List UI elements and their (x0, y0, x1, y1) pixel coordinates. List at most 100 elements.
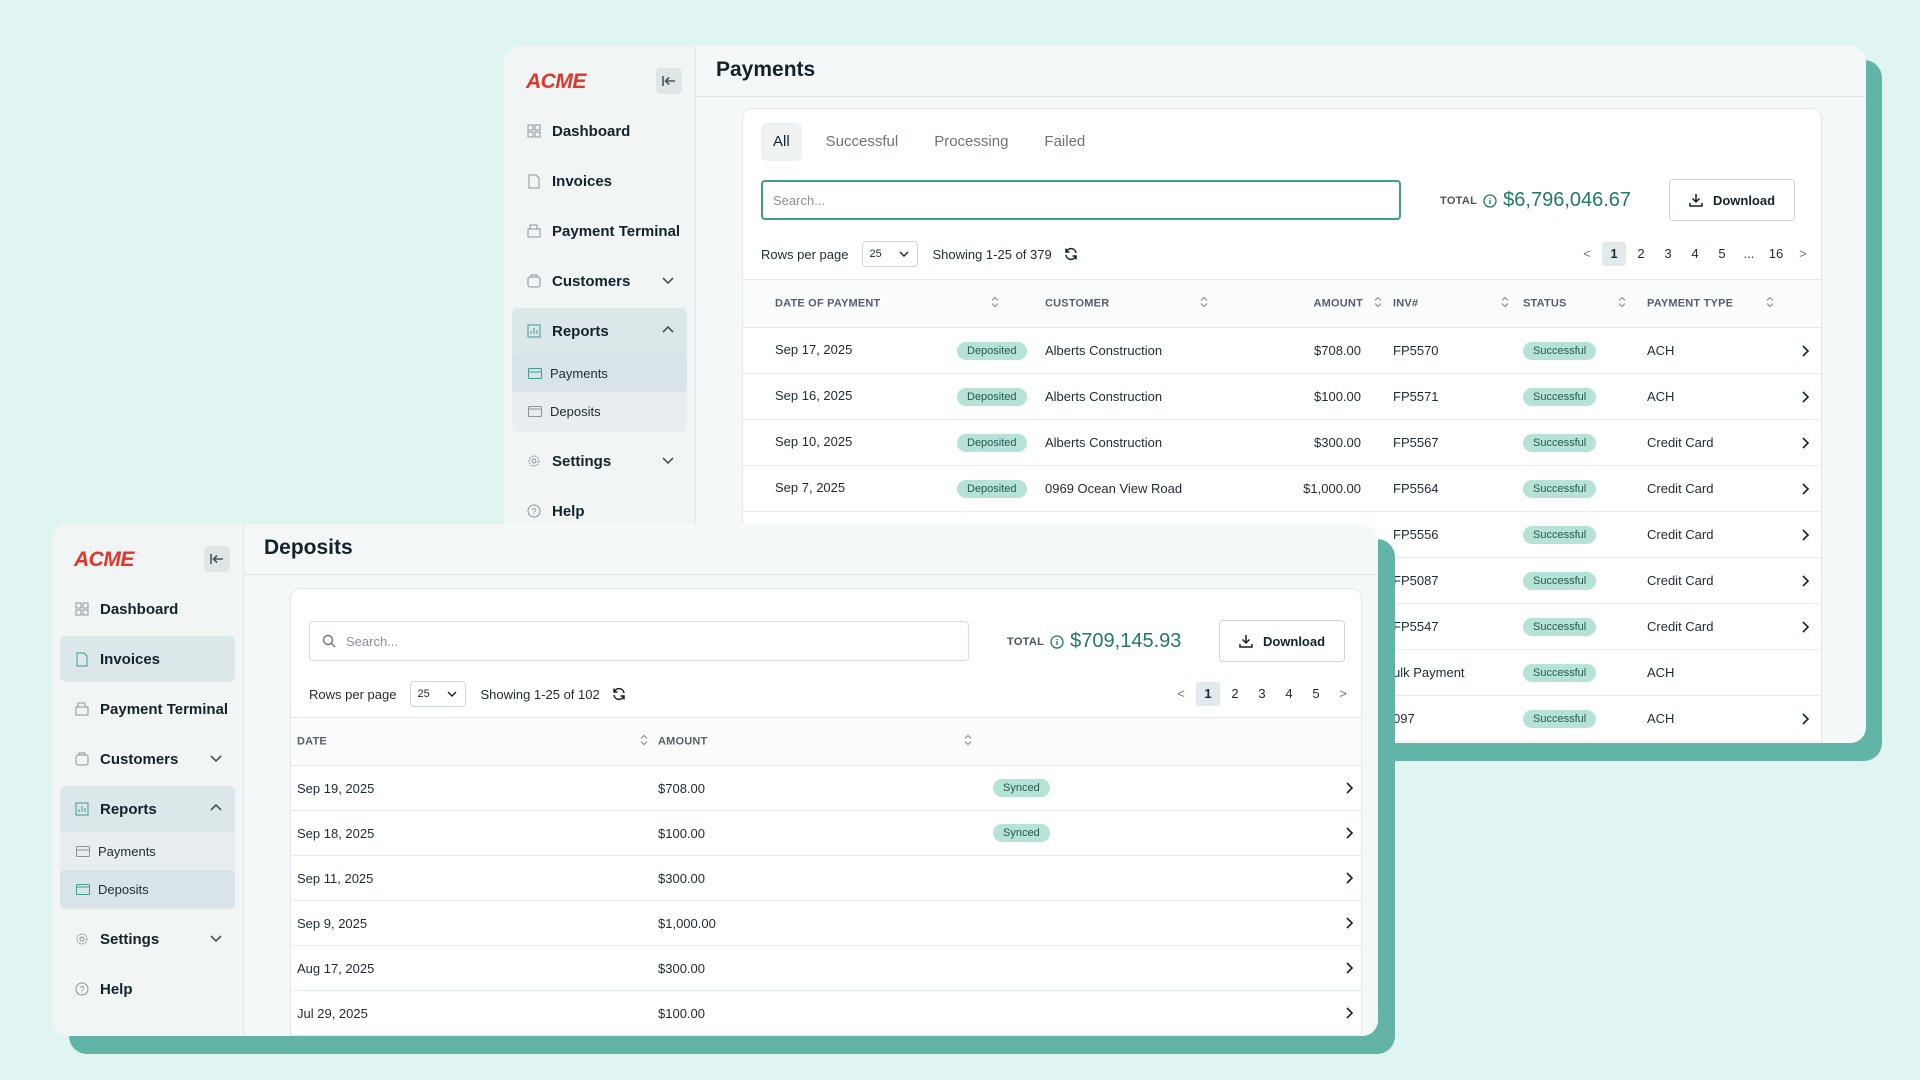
nav-dashboard[interactable]: Dashboard (512, 108, 687, 154)
chevron-right-icon[interactable] (1345, 871, 1355, 885)
pager-page[interactable]: 2 (1231, 686, 1239, 701)
tab-successful[interactable]: Successful (825, 133, 899, 150)
chevron-right-icon[interactable] (1801, 574, 1811, 588)
col-amount[interactable]: AMOUNT (1263, 279, 1393, 328)
subnav-payments[interactable]: Payments (60, 832, 235, 870)
refresh-icon[interactable] (612, 687, 626, 701)
subnav-payments[interactable]: Payments (512, 354, 687, 392)
nav-reports[interactable]: Reports (60, 786, 235, 832)
nav-label: Customers (552, 272, 631, 290)
collapse-icon (210, 554, 223, 564)
rows-per-page-select[interactable]: 25 (862, 241, 919, 267)
pager-page[interactable]: 1 (1602, 242, 1626, 266)
dashboard-icon (74, 601, 90, 617)
acme-logo: ACME (74, 548, 134, 571)
sort-icon (1617, 296, 1627, 311)
nav-label: Invoices (100, 650, 161, 668)
pager-page[interactable]: 2 (1637, 246, 1645, 261)
collapse-sidebar-button[interactable] (204, 546, 230, 572)
refresh-icon[interactable] (1064, 247, 1078, 261)
tab-all[interactable]: All (761, 123, 802, 161)
download-button[interactable]: Download (1669, 179, 1795, 221)
table-row[interactable]: Sep 11, 2025 $300.00 (291, 855, 1361, 901)
subnav-deposits[interactable]: Deposits (60, 870, 235, 908)
table-row[interactable]: Aug 17, 2025 $300.00 (291, 945, 1361, 991)
chevron-right-icon[interactable] (1345, 826, 1355, 840)
nav-invoices[interactable]: Invoices (512, 158, 687, 204)
table-row[interactable]: Jul 29, 2025 $100.00 (291, 990, 1361, 1036)
deposits-nav: Dashboard Invoices Payment Terminal Cust… (60, 586, 235, 1016)
pager-page[interactable]: 4 (1285, 686, 1293, 701)
chevron-right-icon[interactable] (1801, 712, 1811, 726)
pager-page[interactable]: 4 (1691, 246, 1699, 261)
search-input[interactable]: Search... (309, 621, 969, 661)
info-icon[interactable] (1483, 193, 1497, 208)
chevron-right-icon[interactable] (1801, 436, 1811, 450)
chevron-right-icon[interactable] (1801, 482, 1811, 496)
rows-per-page-select[interactable]: 25 (410, 681, 467, 707)
info-icon[interactable] (1050, 634, 1064, 649)
col-inv[interactable]: INV# (1393, 279, 1523, 328)
pager-next[interactable]: > (1339, 686, 1347, 701)
download-button[interactable]: Download (1219, 620, 1345, 662)
nav-settings[interactable]: Settings (512, 438, 687, 484)
subnav-deposits[interactable]: Deposits (512, 392, 687, 430)
payment-date: Sep 16, 2025 (775, 387, 853, 403)
nav-invoices[interactable]: Invoices (60, 636, 235, 682)
table-row[interactable]: Sep 19, 2025 $708.00 Synced (291, 765, 1361, 811)
nav-dashboard[interactable]: Dashboard (60, 586, 235, 632)
collapse-sidebar-button[interactable] (656, 68, 682, 94)
status-badge: Successful (1523, 387, 1597, 406)
chevron-right-icon[interactable] (1345, 1006, 1355, 1020)
table-row[interactable]: Sep 9, 2025 $1,000.00 (291, 900, 1361, 946)
pager-page[interactable]: 16 (1768, 246, 1784, 261)
nav-payment-terminal[interactable]: Payment Terminal (60, 686, 235, 732)
deposit-date: Aug 17, 2025 (291, 945, 658, 991)
tab-failed[interactable]: Failed (1044, 133, 1086, 150)
table-row[interactable]: Sep 18, 2025 $100.00 Synced (291, 810, 1361, 856)
col-amount[interactable]: AMOUNT (658, 717, 992, 766)
nav-label: Reports (552, 322, 609, 340)
col-status[interactable]: STATUS (1523, 279, 1647, 328)
table-row[interactable]: Sep 10, 2025 Deposited Alberts Constructio… (743, 419, 1821, 466)
nav-help[interactable]: ? Help (512, 488, 687, 534)
pager-page[interactable]: 3 (1664, 246, 1672, 261)
pager-page[interactable]: 3 (1258, 686, 1266, 701)
chevron-right-icon[interactable] (1345, 916, 1355, 930)
pager-page[interactable]: 5 (1718, 246, 1726, 261)
col-customer[interactable]: CUSTOMER (1043, 279, 1263, 328)
col-date-of-payment[interactable]: DATE OF PAYMENT (743, 279, 1043, 328)
table-row[interactable]: Sep 17, 2025 Deposited Alberts Constructio… (743, 327, 1821, 374)
chevron-right-icon[interactable] (1801, 620, 1811, 634)
chevron-down-icon (661, 453, 675, 472)
status-badge: Successful (1523, 571, 1597, 590)
pager-page[interactable]: 1 (1196, 682, 1220, 706)
nav-customers[interactable]: Customers (60, 736, 235, 782)
col-payment-type[interactable]: PAYMENT TYPE (1647, 279, 1821, 328)
pager-prev[interactable]: < (1177, 686, 1185, 701)
search-input[interactable]: Search... (761, 180, 1401, 220)
gear-icon (74, 931, 90, 947)
nav-settings[interactable]: Settings (60, 916, 235, 962)
nav-help[interactable]: ? Help (60, 966, 235, 1012)
pager-next[interactable]: > (1799, 246, 1807, 261)
pager-page[interactable]: 5 (1312, 686, 1320, 701)
nav-customers[interactable]: Customers (512, 258, 687, 304)
chevron-right-icon[interactable] (1801, 344, 1811, 358)
table-row[interactable]: Sep 7, 2025 Deposited 0969 Ocean View Road… (743, 465, 1821, 512)
nav-payment-terminal[interactable]: Payment Terminal (512, 208, 687, 254)
chevron-down-icon (209, 931, 223, 950)
chevron-right-icon[interactable] (1345, 781, 1355, 795)
table-row[interactable]: Sep 16, 2025 Deposited Alberts Constructio… (743, 373, 1821, 420)
nav-reports[interactable]: Reports (512, 308, 687, 354)
pager-prev[interactable]: < (1583, 246, 1591, 261)
deposit-badge: Deposited (957, 341, 1027, 360)
tab-processing[interactable]: Processing (934, 133, 1009, 150)
column-label: CUSTOMER (1045, 297, 1110, 310)
chevron-right-icon[interactable] (1345, 961, 1355, 975)
chevron-right-icon[interactable] (1801, 528, 1811, 542)
col-date[interactable]: DATE (291, 717, 658, 766)
invoice-number: FP5571 (1393, 373, 1523, 420)
title-divider (696, 96, 1866, 97)
chevron-right-icon[interactable] (1801, 390, 1811, 404)
